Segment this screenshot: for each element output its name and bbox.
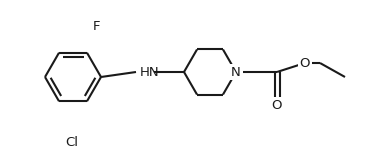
Text: F: F [92, 20, 100, 33]
Text: N: N [231, 65, 241, 79]
Text: O: O [272, 99, 282, 112]
Text: HN: HN [140, 65, 159, 79]
Text: O: O [300, 57, 310, 69]
Text: Cl: Cl [65, 136, 79, 149]
